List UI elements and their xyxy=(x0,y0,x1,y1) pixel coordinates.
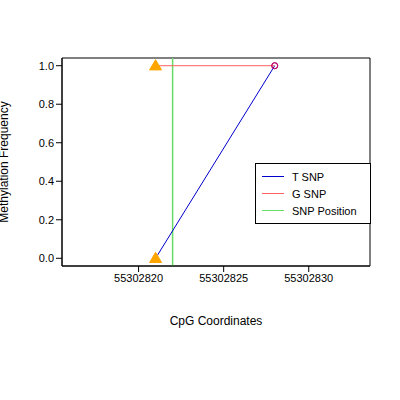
html-text:G SNP: G SNP xyxy=(292,187,327,200)
svg-text:0.8: 0.8 xyxy=(39,98,54,110)
html-text:SNP Position: SNP Position xyxy=(292,204,357,217)
svg-text:1.0: 1.0 xyxy=(39,60,54,72)
svg-text:0.6: 0.6 xyxy=(39,137,54,149)
svg-text:CpG Coordinates: CpG Coordinates xyxy=(170,314,263,328)
html-text:T SNP: T SNP xyxy=(292,170,325,183)
svg-text:0.0: 0.0 xyxy=(39,252,54,264)
svg-text:55302820: 55302820 xyxy=(114,272,163,284)
svg-text:55302830: 55302830 xyxy=(284,272,333,284)
svg-text:Methylation Frequency: Methylation Frequency xyxy=(8,101,11,222)
svg-text:0.2: 0.2 xyxy=(39,214,54,226)
svg-text:55302825: 55302825 xyxy=(199,272,248,284)
svg-text:0.4: 0.4 xyxy=(39,175,54,187)
